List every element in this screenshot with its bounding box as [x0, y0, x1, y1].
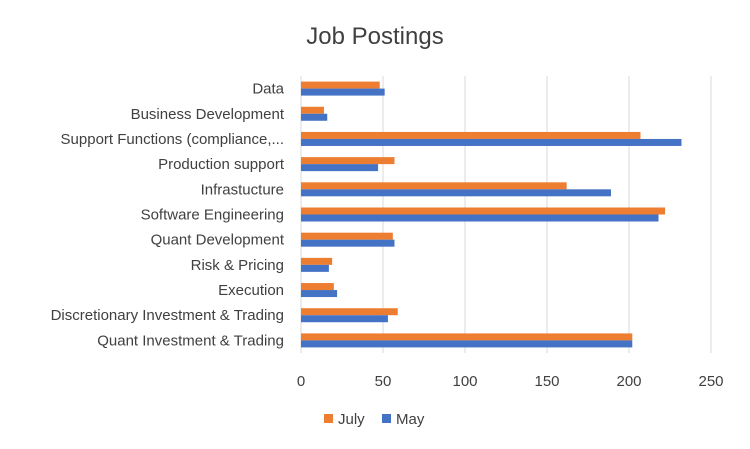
bar-may-4	[301, 189, 611, 197]
category-label: Infrastucture	[201, 181, 284, 198]
bar-july-10	[301, 333, 633, 341]
bar-july-8	[301, 283, 334, 291]
x-tick-label: 50	[375, 373, 392, 390]
category-label: Software Engineering	[141, 207, 284, 224]
bar-may-5	[301, 214, 659, 222]
bar-may-2	[301, 138, 682, 146]
bar-may-8	[301, 290, 338, 298]
bar-july-0	[301, 81, 380, 89]
bar-july-5	[301, 207, 666, 215]
x-tick-label: 0	[297, 373, 305, 390]
bar-july-3	[301, 157, 395, 165]
bar-may-3	[301, 164, 379, 172]
chart-title: Job Postings	[306, 23, 443, 50]
legend-label-may: May	[396, 411, 425, 428]
legend-label-july: July	[338, 411, 365, 428]
legend-swatch-may	[382, 414, 391, 423]
bar-july-1	[301, 106, 324, 114]
bar-july-7	[301, 257, 333, 265]
x-axis-ticks: 0 50 100 150 200 250	[297, 373, 724, 390]
bars	[301, 81, 682, 348]
bar-july-4	[301, 182, 567, 190]
x-tick-label: 150	[534, 373, 559, 390]
bar-july-9	[301, 308, 398, 316]
legend: July May	[324, 411, 425, 428]
category-label: Business Development	[131, 106, 285, 123]
category-label: Risk & Pricing	[191, 257, 284, 274]
category-label: Quant Development	[151, 232, 285, 249]
bar-july-6	[301, 232, 393, 240]
bar-may-6	[301, 239, 395, 247]
category-label: Production support	[158, 156, 285, 173]
bar-july-2	[301, 131, 641, 139]
category-label: Execution	[218, 282, 284, 299]
category-labels: Data Business Development Support Function…	[51, 81, 285, 350]
legend-swatch-july	[324, 414, 333, 423]
x-tick-label: 250	[698, 373, 723, 390]
bar-may-10	[301, 340, 633, 348]
bar-may-1	[301, 113, 328, 121]
category-label: Support Functions (compliance,...	[61, 131, 284, 148]
category-label: Data	[252, 81, 284, 98]
bar-may-9	[301, 315, 388, 323]
bar-may-0	[301, 88, 385, 96]
category-label: Discretionary Investment & Trading	[51, 307, 284, 324]
x-tick-label: 100	[452, 373, 477, 390]
x-tick-label: 200	[616, 373, 641, 390]
category-label: Quant Investment & Trading	[97, 332, 284, 349]
bar-may-7	[301, 264, 329, 272]
